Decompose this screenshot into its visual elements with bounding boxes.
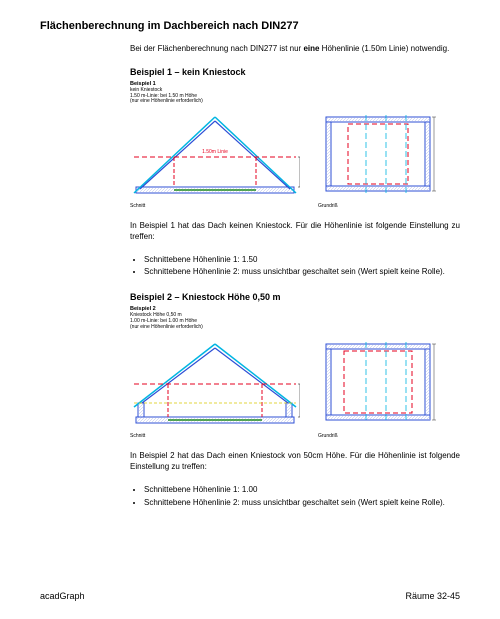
example2-figures — [130, 334, 460, 429]
example2-caption-line3: (nur eine Höhenlinie erforderlich) — [130, 325, 460, 331]
example1-caption-line3: (nur eine Höhenlinie erforderlich) — [130, 99, 460, 105]
footer-left: acadGraph — [40, 591, 85, 601]
footer-right: Räume 32-45 — [405, 591, 460, 601]
example1-subcaptions: Schnitt Grundriß — [130, 201, 460, 219]
example2-subcaptions: Schnitt Grundriß — [130, 431, 460, 449]
intro-paragraph: Bei der Flächenberechnung nach DIN277 is… — [130, 44, 460, 55]
example2-bullet-1: Schnittebene Höhenlinie 1: 1.00 — [144, 485, 460, 496]
page-footer: acadGraph Räume 32-45 — [40, 591, 460, 601]
example1-bullets: Schnittebene Höhenlinie 1: 1.50 Schnitte… — [130, 255, 460, 279]
example2-section-drawing — [130, 334, 300, 429]
example1-caption: kein Kniestock 1.50 m-Linie: bei 1.50 m … — [130, 88, 460, 105]
example1-heading: Beispiel 1 – kein Kniestock — [130, 67, 460, 77]
example2-heading: Beispiel 2 – Kniestock Höhe 0,50 m — [130, 292, 460, 302]
example1-sub-left: Schnitt — [130, 203, 300, 209]
intro-text-b: Höhenlinie (1.50m Linie) notwendig. — [319, 44, 449, 53]
example1-section-drawing: 1.50m Linie — [130, 109, 300, 199]
example2-bullet-2: Schnittebene Höhenlinie 2: muss unsichtb… — [144, 498, 460, 509]
page-title: Flächenberechnung im Dachbereich nach DI… — [40, 20, 460, 32]
example2-sub-left: Schnitt — [130, 433, 300, 439]
example1-bullet-1: Schnittebene Höhenlinie 1: 1.50 — [144, 255, 460, 266]
intro-text-a: Bei der Flächenberechnung nach DIN277 is… — [130, 44, 303, 53]
example2-caption: Kniestock Höhe 0,50 m 1.00 m-Linie: bei … — [130, 313, 460, 330]
example1-paragraph: In Beispiel 1 hat das Dach keinen Kniest… — [130, 221, 460, 243]
example1-sub-right: Grundriß — [318, 203, 438, 209]
example2-sub-right: Grundriß — [318, 433, 438, 439]
example2-plan-drawing — [318, 334, 438, 429]
example1-bullet-2: Schnittebene Höhenlinie 2: muss unsichtb… — [144, 267, 460, 278]
example2-paragraph: In Beispiel 2 hat das Dach einen Kniesto… — [130, 451, 460, 473]
example1-figures: 1.50m Linie — [130, 109, 460, 199]
example1-figlabel: Beispiel 1 — [130, 81, 460, 87]
example2-bullets: Schnittebene Höhenlinie 1: 1.00 Schnitte… — [130, 485, 460, 509]
intro-text-bold: eine — [303, 44, 319, 53]
svg-text:1.50m Linie: 1.50m Linie — [202, 149, 228, 155]
example1-plan-drawing — [318, 109, 438, 199]
